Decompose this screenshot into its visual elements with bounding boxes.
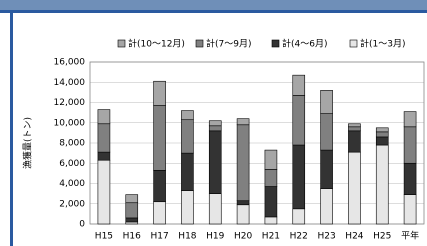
- x-tick-label: H15: [95, 232, 113, 242]
- y-tick-label: 16,000: [54, 58, 86, 68]
- bar-segment: [209, 131, 221, 194]
- bar-segment: [126, 218, 138, 222]
- bar-segment: [154, 81, 166, 105]
- legend-swatch: [272, 40, 279, 47]
- y-tick-label: 0: [79, 220, 85, 230]
- left-border: [10, 13, 13, 246]
- bar-segment: [404, 195, 416, 224]
- bar-segment: [404, 163, 416, 194]
- bar-segment: [321, 114, 333, 150]
- bar-segment: [376, 137, 388, 145]
- x-tick-label: 平年: [401, 230, 419, 242]
- bar-segment: [154, 106, 166, 171]
- legend-label: 計(1〜3月): [360, 38, 405, 50]
- bar-segment: [321, 189, 333, 224]
- bar-segment: [209, 121, 221, 126]
- bar-segment: [237, 201, 249, 205]
- legend-label: 計(10〜12月): [128, 38, 185, 50]
- y-axis-label: 漁獲量(トン): [22, 117, 34, 169]
- bar-segment: [321, 150, 333, 188]
- bar-segment: [293, 95, 305, 145]
- x-tick-label: H17: [150, 232, 168, 242]
- bar-segment: [98, 152, 110, 160]
- bar-segment: [126, 222, 138, 224]
- bar-segment: [181, 120, 193, 153]
- bar-segment: [181, 153, 193, 190]
- legend-label: 計(4〜6月): [282, 38, 327, 50]
- bar-segment: [265, 187, 277, 217]
- header-banner: [0, 0, 427, 10]
- bar-segment: [237, 119, 249, 125]
- bar-segment: [376, 145, 388, 224]
- x-tick-label: H24: [345, 232, 363, 242]
- bar-segment: [154, 170, 166, 201]
- x-tick-label: H16: [123, 232, 141, 242]
- header-border: [0, 10, 427, 13]
- legend-label: 計(7〜9月): [206, 38, 251, 50]
- bar-segment: [209, 126, 221, 131]
- bar-segment: [181, 111, 193, 120]
- bar-segment: [181, 191, 193, 224]
- x-tick-label: H25: [373, 232, 391, 242]
- y-tick-label: 4,000: [59, 179, 85, 189]
- bar-segment: [376, 128, 388, 132]
- y-tick-label: 14,000: [54, 78, 86, 88]
- bar-segment: [98, 124, 110, 152]
- y-tick-label: 6,000: [59, 159, 85, 169]
- bar-segment: [321, 90, 333, 113]
- bar-segment: [98, 160, 110, 224]
- bar-segment: [293, 209, 305, 224]
- bar-segment: [98, 110, 110, 124]
- x-tick-label: H18: [178, 232, 196, 242]
- x-tick-label: H22: [290, 232, 308, 242]
- bar-segment: [237, 125, 249, 201]
- bar-segment: [348, 124, 360, 127]
- bar-segment: [265, 169, 277, 186]
- bar-segment: [265, 150, 277, 169]
- bar-segment: [376, 132, 388, 137]
- chart: 漁獲量(トン) 0 2,000 4,000 6,000 8,000 10,000 12,00…: [0, 0, 427, 246]
- x-tick-label: H23: [317, 232, 335, 242]
- bar-segment: [293, 145, 305, 209]
- bar-segment: [293, 75, 305, 95]
- bar-segment: [348, 127, 360, 131]
- x-tick-label: H21: [262, 232, 280, 242]
- bar-segment: [154, 202, 166, 224]
- bar-segment: [348, 131, 360, 152]
- x-tick-label: H20: [234, 232, 252, 242]
- legend-swatch: [350, 40, 357, 47]
- legend-swatch: [118, 40, 125, 47]
- y-tick-label: 2,000: [59, 199, 85, 209]
- x-tick-label: H19: [206, 232, 224, 242]
- bar-segment: [348, 152, 360, 224]
- y-tick-label: 10,000: [54, 118, 86, 128]
- page: 漁獲量(トン) 0 2,000 4,000 6,000 8,000 10,000 12,00…: [0, 0, 427, 246]
- bar-segment: [209, 194, 221, 224]
- y-tick-label: 12,000: [54, 98, 86, 108]
- y-tick-label: 8,000: [59, 139, 85, 149]
- bar-segment: [265, 217, 277, 224]
- bar-segment: [237, 205, 249, 224]
- bar-segment: [404, 127, 416, 163]
- bar-segment: [126, 203, 138, 218]
- bar-segment: [126, 195, 138, 203]
- legend-swatch: [196, 40, 203, 47]
- bar-segment: [404, 112, 416, 127]
